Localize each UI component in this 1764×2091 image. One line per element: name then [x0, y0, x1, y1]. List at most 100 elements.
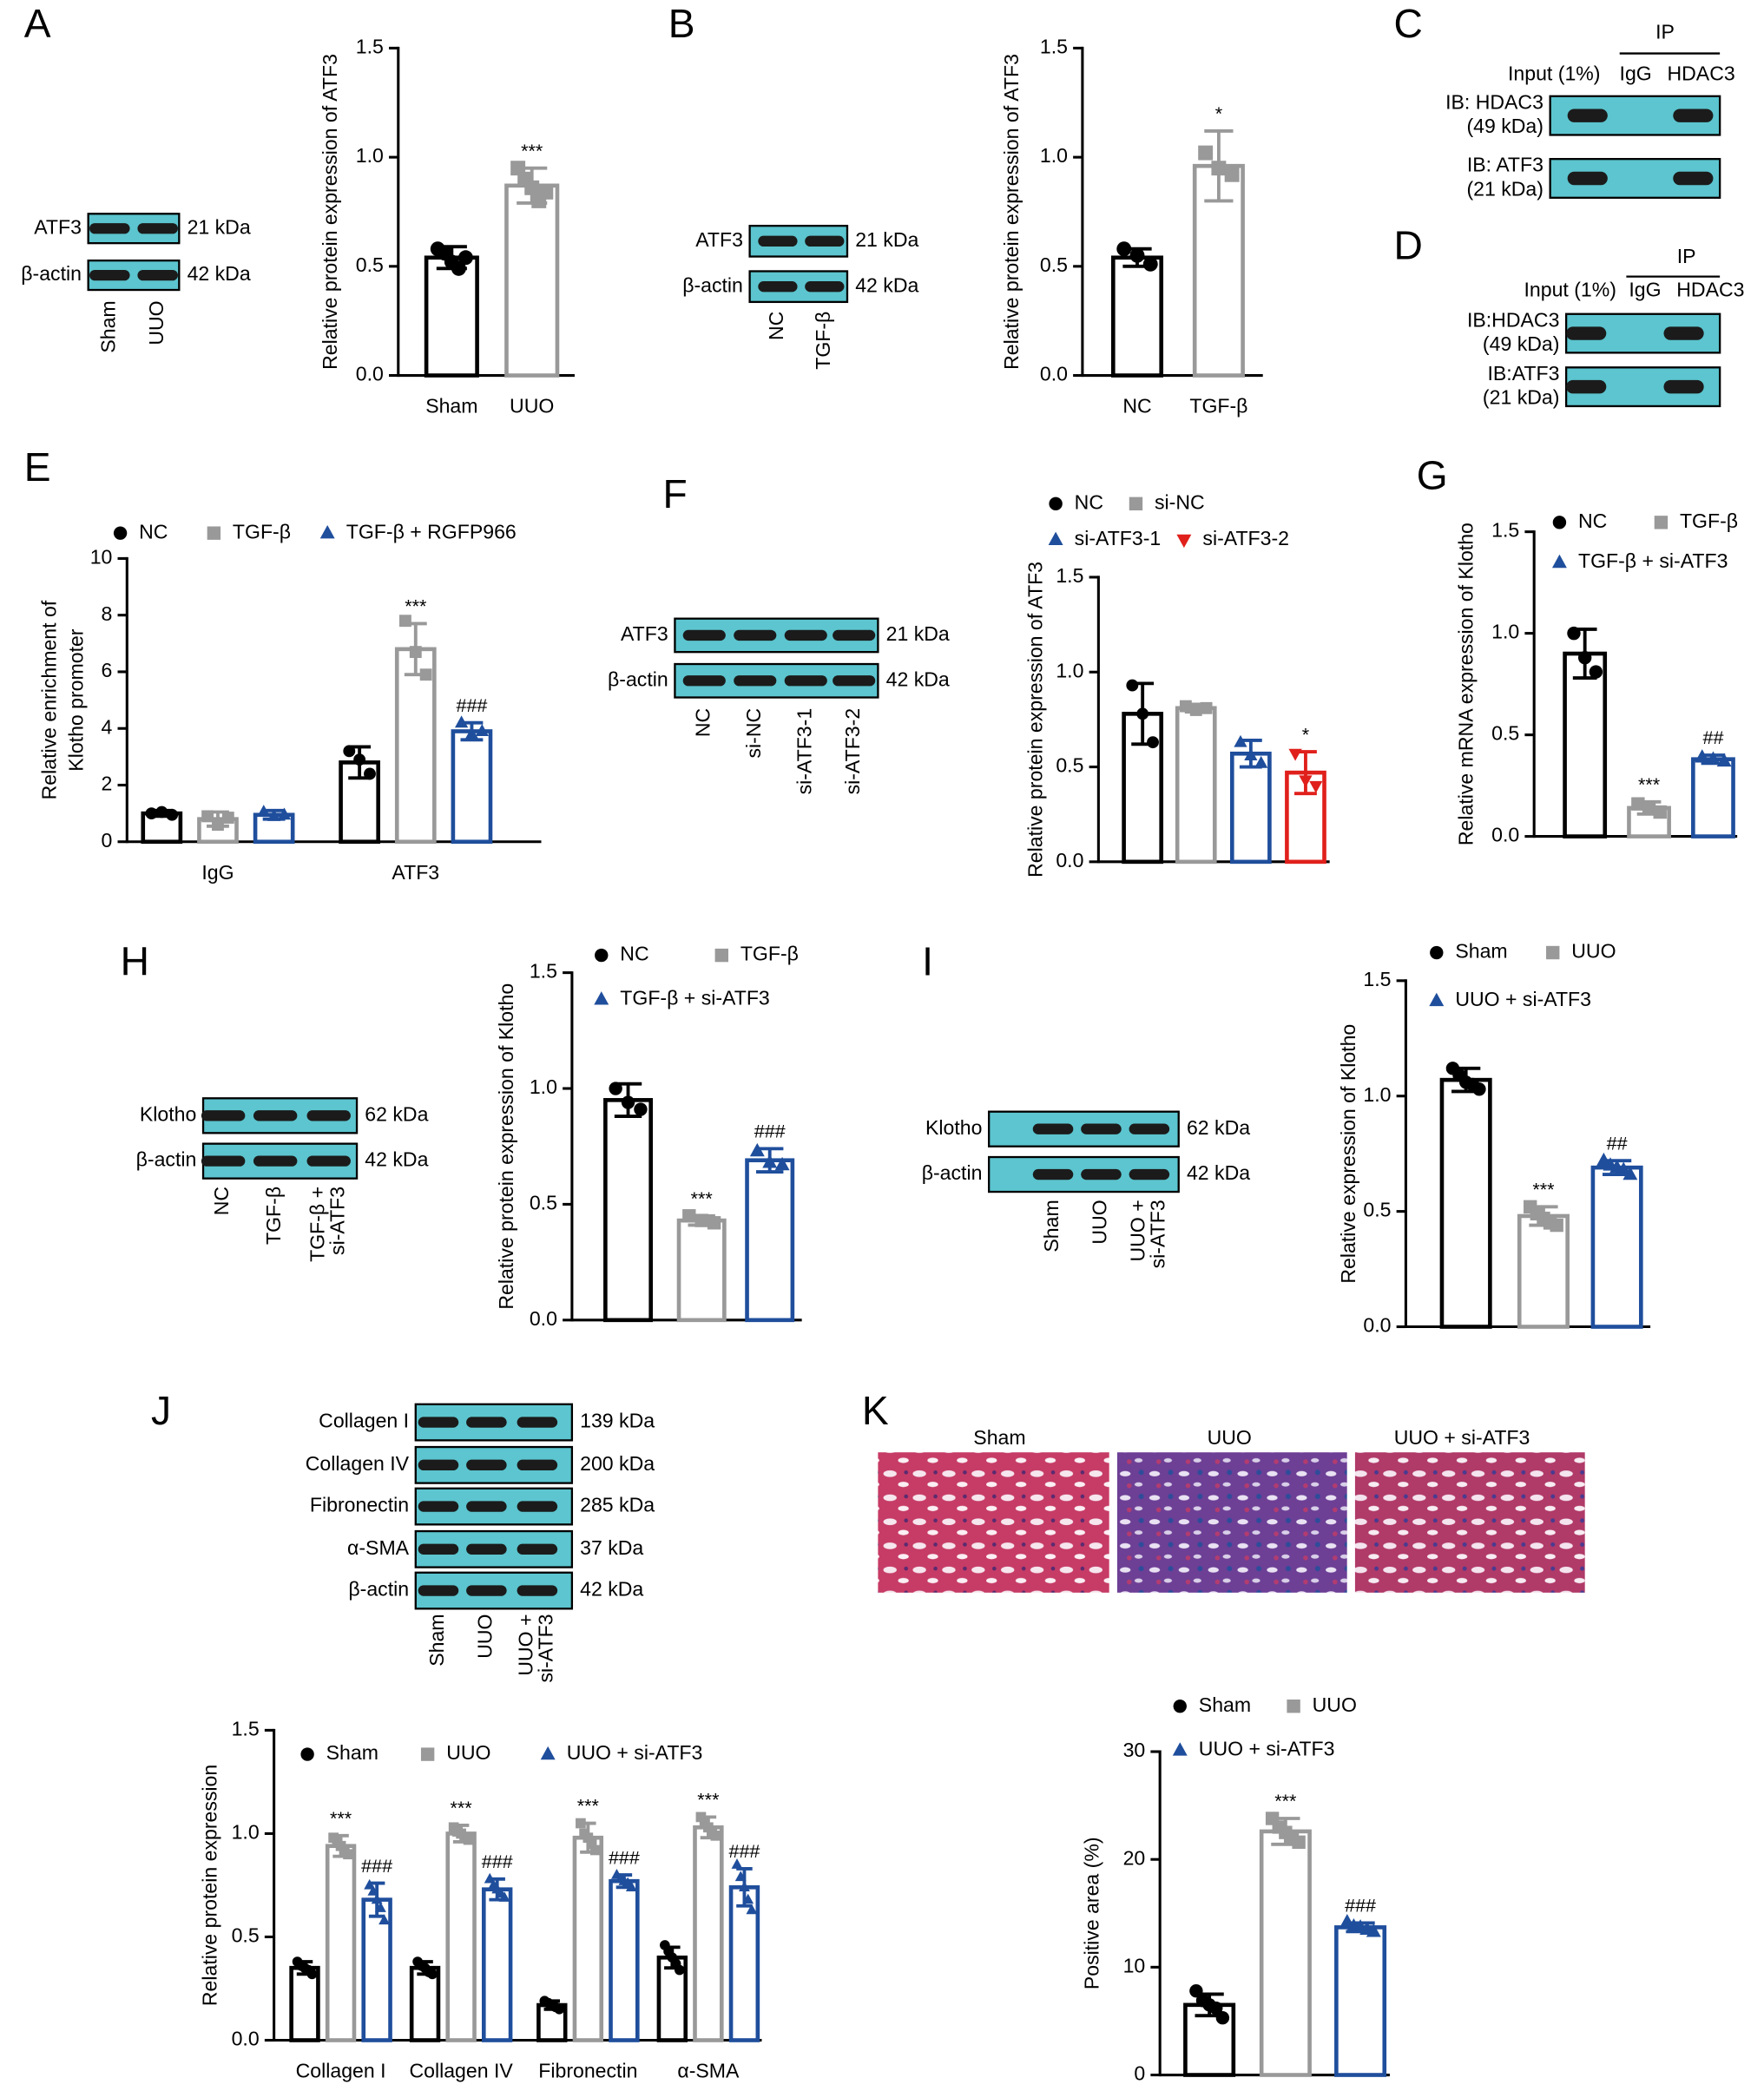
data-point	[625, 1881, 637, 1892]
panel-label: H	[121, 939, 149, 984]
blot-band	[805, 281, 845, 293]
data-point	[749, 1142, 765, 1157]
data-point	[1472, 1082, 1486, 1096]
bar	[1110, 255, 1164, 378]
blot-row-label: Fibronectin	[310, 1494, 409, 1516]
bar	[1229, 751, 1272, 865]
significance-label: *	[1215, 102, 1223, 124]
y-tick-label: 0.5	[1040, 253, 1068, 276]
blot-row-label: β-actin	[21, 262, 82, 285]
blot-band	[517, 1585, 558, 1596]
y-tick-label: 0.0	[1363, 1314, 1391, 1337]
bar	[745, 1158, 795, 1323]
blot-row-label: β-actin	[682, 273, 743, 296]
bar	[1259, 1829, 1312, 2077]
significance-label: ***	[1638, 773, 1661, 795]
blot-band	[805, 235, 845, 247]
blot-band	[784, 629, 827, 641]
blot-lane-label: NC	[765, 312, 787, 340]
panel-label: J	[151, 1388, 171, 1433]
blot-size-label: 42 kDa	[1187, 1161, 1250, 1184]
blot-band	[1081, 1168, 1122, 1180]
bar	[481, 1887, 513, 2042]
data-point	[201, 810, 214, 823]
y-axis-label: Relative protein expression of ATF3	[1000, 54, 1023, 370]
blot-row-label: Klotho	[140, 1102, 196, 1125]
legend-label: TGF-β + RGFP966	[346, 520, 517, 542]
data-point	[1366, 1923, 1381, 1937]
data-point	[1254, 755, 1268, 768]
data-point	[1198, 145, 1214, 161]
data-point	[1189, 704, 1202, 716]
blot-band	[418, 1417, 459, 1428]
histology-label: UUO	[1208, 1426, 1252, 1449]
blot-row-label: Collagen IV	[306, 1452, 410, 1475]
blot-band	[466, 1501, 507, 1512]
data-point	[1189, 1983, 1203, 1998]
blot-lane-label: TGF-β +	[306, 1187, 328, 1262]
data-point	[695, 1812, 707, 1823]
significance-label: ##	[1607, 1132, 1628, 1154]
y-tick-label: 0	[102, 829, 113, 852]
x-tick-label: Collagen I	[296, 2060, 386, 2082]
legend-label: TGF-β	[1680, 510, 1738, 532]
y-tick-label: 0.0	[356, 363, 384, 385]
legend-label: si-ATF3-2	[1202, 527, 1289, 549]
data-point	[364, 767, 376, 780]
blot-band	[201, 1155, 246, 1167]
data-point	[1309, 780, 1323, 793]
significance-label: ***	[330, 1807, 352, 1829]
blot-band	[466, 1459, 507, 1470]
legend-label: TGF-β	[740, 943, 799, 965]
panel-label: G	[1417, 452, 1448, 497]
data-point	[454, 715, 469, 728]
y-axis-label: Relative protein expression of ATF3	[1024, 562, 1047, 878]
blot-band	[1673, 171, 1714, 186]
histology-image	[1116, 1452, 1347, 1593]
x-tick-label: IgG	[201, 861, 234, 884]
data-point	[155, 805, 168, 819]
y-tick-label: 1.0	[530, 1075, 557, 1098]
data-point	[742, 1893, 754, 1904]
x-tick-label: Fibronectin	[538, 2060, 637, 2082]
blot-band	[137, 223, 178, 234]
x-tick-label: TGF-β	[1189, 395, 1247, 418]
blot-lane-label: si-NC	[742, 708, 765, 759]
data-point	[371, 1893, 383, 1904]
blot-size-label: 42 kDa	[855, 273, 918, 296]
data-point	[774, 1156, 790, 1171]
bar	[1590, 1165, 1643, 1329]
data-point	[538, 184, 554, 200]
legend-marker	[1429, 992, 1445, 1007]
coip-row-label: (21 kDa)	[1483, 386, 1560, 409]
legend-marker	[1172, 1742, 1188, 1756]
significance-label: ***	[697, 1789, 720, 1811]
blot-band	[1663, 326, 1704, 340]
coip-column-label: Input (1%)	[1524, 279, 1616, 301]
blot-band	[89, 269, 130, 281]
data-point	[583, 1832, 594, 1844]
data-point	[1642, 801, 1656, 815]
coip-row-label: IB: ATF3	[1467, 154, 1544, 176]
blot-row-label: β-actin	[922, 1161, 983, 1184]
panel-label: I	[922, 939, 933, 984]
ip-label: IP	[1655, 21, 1675, 43]
bar	[676, 1218, 727, 1323]
data-point	[306, 1969, 318, 1980]
data-point	[576, 1818, 586, 1829]
bar	[445, 1831, 477, 2042]
data-point	[212, 819, 224, 832]
blot-row-label: ATF3	[34, 215, 82, 238]
y-tick-label: 2	[102, 773, 113, 795]
y-tick-label: 0.0	[1040, 363, 1068, 385]
data-point	[451, 260, 466, 276]
blot-size-label: 62 kDa	[365, 1102, 428, 1125]
coip-column-label: HDAC3	[1676, 279, 1744, 301]
significance-label: ###	[482, 1851, 513, 1872]
bar	[603, 1098, 654, 1323]
legend-marker	[594, 991, 609, 1005]
blot-band	[418, 1459, 459, 1470]
blot-size-label: 285 kDa	[580, 1494, 655, 1516]
data-point	[554, 2003, 565, 2015]
coip-row-label: IB:ATF3	[1487, 362, 1559, 385]
